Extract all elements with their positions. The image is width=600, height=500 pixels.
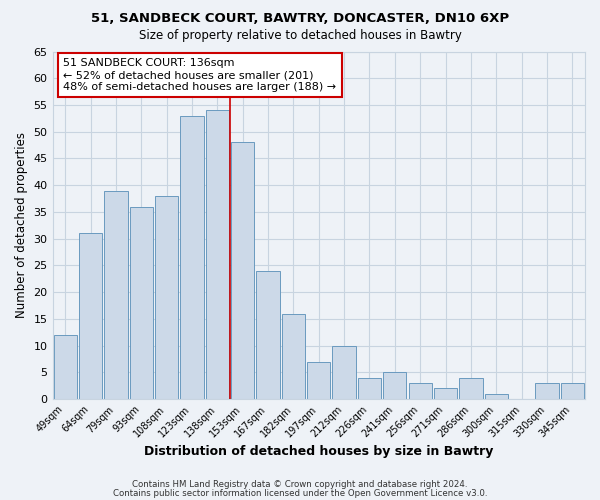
Bar: [383, 372, 406, 399]
Bar: [282, 314, 305, 399]
Bar: [155, 196, 178, 399]
Text: 51 SANDBECK COURT: 136sqm
← 52% of detached houses are smaller (201)
48% of semi: 51 SANDBECK COURT: 136sqm ← 52% of detac…: [63, 58, 337, 92]
Bar: [307, 362, 331, 399]
Bar: [130, 206, 153, 399]
Text: Contains HM Land Registry data © Crown copyright and database right 2024.: Contains HM Land Registry data © Crown c…: [132, 480, 468, 489]
Bar: [53, 335, 77, 399]
Bar: [332, 346, 356, 399]
Bar: [434, 388, 457, 399]
Text: 51, SANDBECK COURT, BAWTRY, DONCASTER, DN10 6XP: 51, SANDBECK COURT, BAWTRY, DONCASTER, D…: [91, 12, 509, 26]
Bar: [79, 234, 102, 399]
Bar: [459, 378, 482, 399]
Bar: [358, 378, 381, 399]
Text: Contains public sector information licensed under the Open Government Licence v3: Contains public sector information licen…: [113, 488, 487, 498]
Bar: [560, 383, 584, 399]
Bar: [206, 110, 229, 399]
Bar: [256, 271, 280, 399]
Bar: [409, 383, 432, 399]
Bar: [485, 394, 508, 399]
Bar: [104, 190, 128, 399]
Text: Size of property relative to detached houses in Bawtry: Size of property relative to detached ho…: [139, 29, 461, 42]
Bar: [181, 116, 203, 399]
X-axis label: Distribution of detached houses by size in Bawtry: Distribution of detached houses by size …: [144, 444, 493, 458]
Y-axis label: Number of detached properties: Number of detached properties: [15, 132, 28, 318]
Bar: [535, 383, 559, 399]
Bar: [231, 142, 254, 399]
